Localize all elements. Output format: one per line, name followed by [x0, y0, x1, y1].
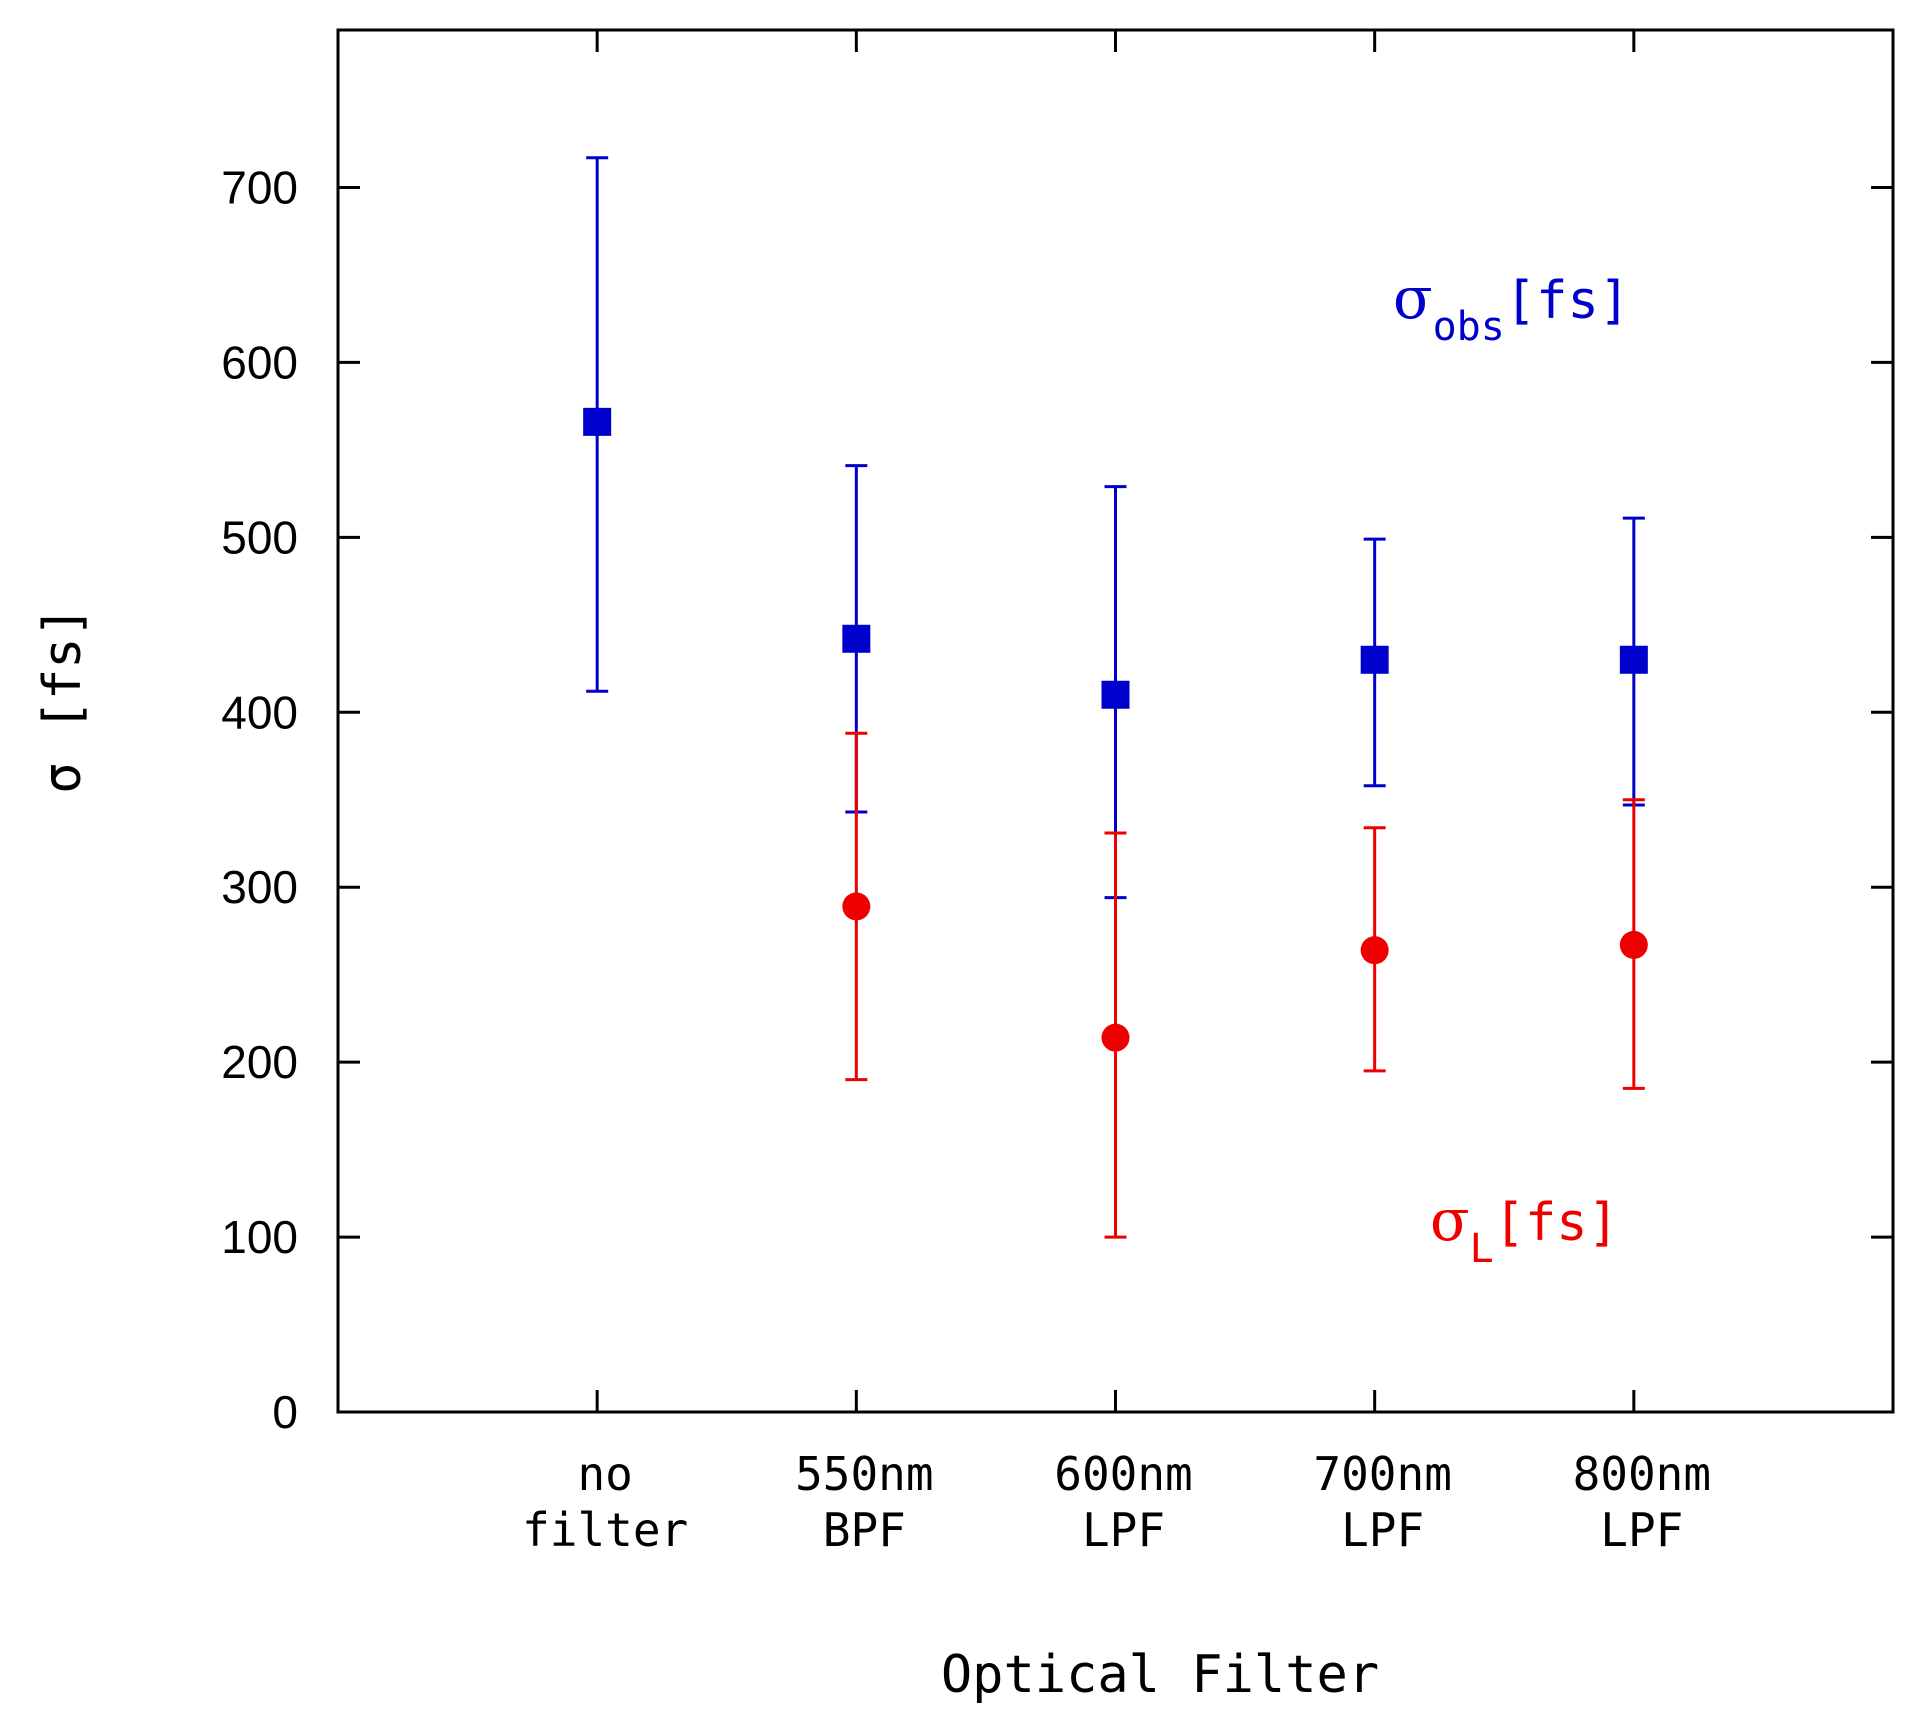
x-tick-label: 700nm	[1313, 1447, 1451, 1501]
data-point-square	[1619, 645, 1648, 674]
x-tick-label: 550nm	[795, 1447, 933, 1501]
x-tick-label: 800nm	[1573, 1447, 1711, 1501]
x-tick-label: BPF	[823, 1503, 906, 1557]
x-tick-label: LPF	[1341, 1503, 1424, 1557]
l-annotation-unit: [fs]	[1494, 1193, 1619, 1253]
data-point-circle	[1619, 930, 1648, 959]
l-annotation-symbol: σ	[1430, 1186, 1470, 1254]
y-tick-label: 100	[221, 1211, 298, 1263]
x-axis-title: Optical Filter	[941, 1645, 1379, 1705]
obs-annotation: σobs[fs]	[1393, 264, 1630, 350]
x-tick-label: LPF	[1600, 1503, 1683, 1557]
obs-annotation-symbol: σ	[1393, 264, 1433, 332]
data-point-square	[842, 624, 871, 653]
obs-annotation-unit: [fs]	[1505, 271, 1630, 331]
data-point-circle	[1360, 936, 1389, 965]
y-tick-label: 400	[221, 686, 298, 738]
data-point-square	[1101, 680, 1130, 709]
x-tick-label: no	[577, 1447, 632, 1501]
x-tick-label: 600nm	[1054, 1447, 1192, 1501]
y-tick-label: 0	[272, 1386, 298, 1438]
y-tick-label: 300	[221, 861, 298, 913]
y-tick-label: 700	[221, 161, 298, 213]
y-tick-label: 500	[221, 511, 298, 563]
ticks	[338, 30, 1893, 1414]
obs-annotation-subscript: obs	[1433, 304, 1505, 350]
l-annotation: σL[fs]	[1430, 1186, 1619, 1272]
x-tick-label: filter	[522, 1503, 688, 1557]
data-point-square	[583, 407, 612, 436]
y-tick-label: 600	[221, 336, 298, 388]
data-point-circle	[1101, 1023, 1130, 1052]
series-obs	[583, 156, 1648, 900]
x-tick-label: LPF	[1082, 1503, 1165, 1557]
series-l	[842, 731, 1648, 1239]
data-point-circle	[842, 892, 871, 921]
y-axis-title: σ [fs]	[33, 606, 93, 794]
y-tick-labels: 0 100 200 300 400 500 600 700	[221, 161, 298, 1438]
l-annotation-subscript: L	[1470, 1226, 1494, 1272]
series-layer	[583, 156, 1648, 1239]
y-tick-label: 200	[221, 1036, 298, 1088]
data-point-square	[1360, 645, 1389, 674]
